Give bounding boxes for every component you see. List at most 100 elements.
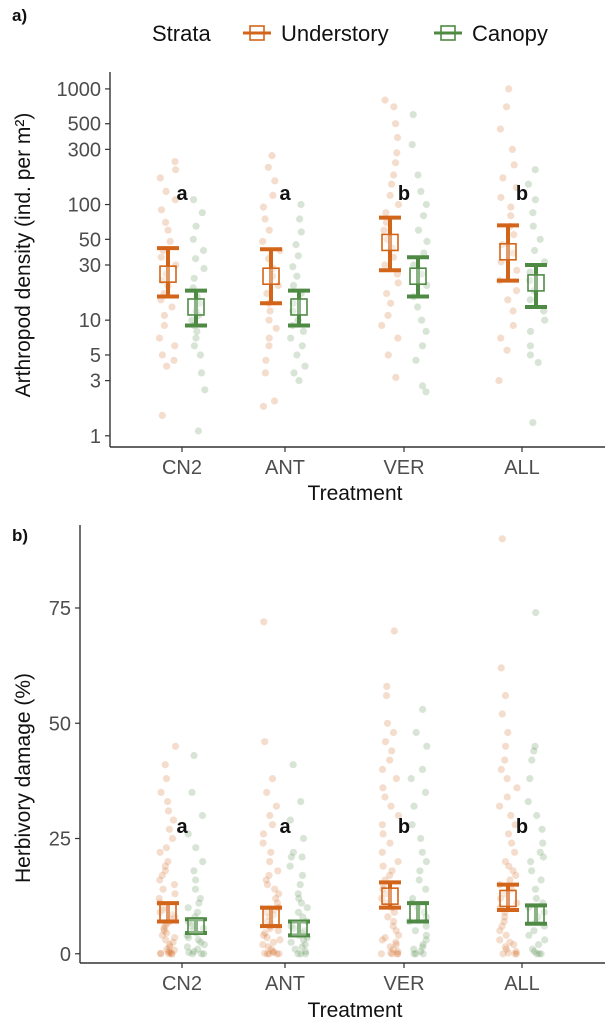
panel-b-point-canopy [407,775,415,783]
panel-b-point-understory [503,793,511,801]
legend: Strata Understory Canopy [152,21,548,46]
panel-a-point-canopy [529,419,537,427]
panel-b-point-understory [155,894,163,903]
panel-a-point-understory [390,103,398,111]
panel-b-sig-letter: b [398,816,410,838]
panel-b-point-understory [263,788,271,797]
panel-a-point-canopy [410,261,418,269]
panel-a-y-tick-label: 300 [68,139,101,161]
panel-b-point-understory [259,830,268,838]
panel-b-point-canopy [196,894,204,903]
panel-b-point-canopy [199,858,207,866]
panel-a-point-canopy [526,342,535,350]
panel-b-point-canopy [190,867,198,875]
panel-b-point-canopy [419,705,427,714]
panel-b-point-understory [498,922,506,930]
panel-b-point-canopy [532,609,540,617]
panel-b-point-canopy [287,853,295,861]
panel-b-point-understory [508,839,516,847]
panel-b-point-canopy [183,943,191,951]
panel-a-point-understory [265,316,273,324]
panel-b-point-canopy [200,941,208,949]
panel-b-point-canopy [192,876,200,884]
panel-b-point-understory [392,938,400,946]
panel-b-point-canopy [535,950,543,958]
panel-b-point-canopy [184,934,192,942]
panel-b-point-understory [261,949,269,957]
panel-a-point-canopy [422,200,430,209]
panel-a-point-canopy [194,427,202,435]
panel-b-point-canopy [533,811,541,820]
panel-a-point-understory [394,200,403,209]
panel-b-point-understory [382,692,391,700]
panel-a-point-understory [259,237,267,245]
panel-a-point-canopy [200,264,208,273]
panel-b-point-understory [268,821,277,829]
panel-b-point-understory [378,765,387,774]
panel-a-point-understory [156,174,164,182]
panel-a-point-understory [261,369,269,377]
panel-b-point-understory [263,950,272,958]
panel-b-point-understory [171,934,179,942]
panel-a-point-canopy [190,196,198,204]
panel-b-point-canopy [294,908,303,916]
panel-b-point-understory [379,784,387,792]
panel-b-point-understory [386,839,394,847]
panel-b-point-understory [263,881,272,889]
panel-a-point-canopy [192,255,200,263]
panel-b-point-canopy [530,927,538,935]
panel-b-point-canopy [303,904,311,912]
panel-b-point-understory [158,931,166,939]
panel-b-point-canopy [535,941,543,949]
panel-b-point-understory [259,941,267,949]
panel-b-mean-marker-canopy [409,903,427,922]
panel-b-point-canopy [410,945,418,953]
panel-a-point-understory [263,289,271,298]
panel-b-point-understory [164,947,172,956]
panel-b-point-canopy [188,950,196,958]
panel-b-point-understory [496,936,504,944]
panel-b-point-canopy [410,950,418,958]
panel-a-y-tick-label: 100 [68,195,101,217]
panel-b-point-canopy [537,876,545,884]
panel-a-point-canopy [418,316,426,324]
panel-b-point-canopy [419,941,427,949]
panel-b-point-understory [169,938,177,946]
panel-b-point-understory [392,927,400,935]
panel-b-y-tick-label: 0 [60,944,71,966]
panel-a-point-understory [510,231,518,239]
panel-b-point-understory [260,618,268,626]
panel-b-point-understory [158,871,166,880]
panel-b-point-understory [496,927,504,935]
panel-b-point-canopy [297,950,305,958]
panel-a-point-understory [160,311,168,319]
panel-a-point-understory [171,196,179,204]
panel-a-point-canopy [290,369,298,377]
panel-b-point-understory [498,710,506,718]
panel-a-point-canopy [287,334,295,342]
panel-a-point-canopy [198,209,206,217]
panel-a-point-canopy [199,246,208,255]
panel-b-point-understory [267,848,275,856]
panel-b-point-understory [276,936,284,944]
panel-b-point-understory [507,811,515,820]
panel-a-point-canopy [412,356,420,364]
panel-b-point-understory [513,784,521,792]
panel-b-point-understory [504,728,512,737]
panel-b-mean-marker-understory [262,908,280,926]
panel-b-point-canopy [412,728,420,737]
panel-b-mean-marker-understory [499,889,517,908]
panel-b-point-understory [168,911,177,919]
panel-b-point-understory [162,844,170,852]
panel-a-mean-marker-canopy [290,298,308,316]
panel-b-point-understory [379,830,387,838]
legend-entry-canopy: Canopy [472,21,548,46]
panel-a-point-understory [381,261,389,269]
panel-a-point-canopy [540,307,548,315]
panel-a-point-understory [158,411,166,419]
panel-a-sig-letter: b [398,183,410,205]
panel-a-point-canopy [526,268,534,276]
panel-a-point-canopy [529,209,537,217]
panel-b-point-understory [272,802,280,810]
panel-b-point-canopy [419,943,427,951]
